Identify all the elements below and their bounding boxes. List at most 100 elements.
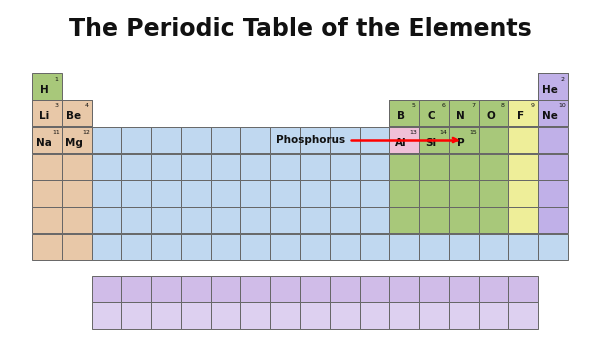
Bar: [330, 127, 359, 153]
Bar: [479, 181, 508, 207]
Bar: [241, 181, 270, 207]
Bar: [538, 234, 568, 260]
Bar: [62, 127, 92, 153]
Bar: [62, 181, 92, 207]
Bar: [359, 302, 389, 329]
Bar: [419, 276, 449, 302]
Bar: [92, 181, 121, 207]
Text: 10: 10: [559, 103, 566, 108]
Bar: [449, 302, 479, 329]
Bar: [449, 276, 479, 302]
Text: 12: 12: [82, 130, 90, 135]
Bar: [330, 181, 359, 207]
Bar: [300, 127, 330, 153]
Bar: [330, 154, 359, 180]
Bar: [62, 100, 92, 126]
Bar: [151, 207, 181, 234]
Bar: [62, 207, 92, 234]
Bar: [419, 100, 449, 126]
Bar: [508, 302, 538, 329]
Bar: [449, 100, 479, 126]
Bar: [121, 154, 151, 180]
Bar: [32, 73, 62, 100]
Bar: [92, 207, 121, 234]
Text: Si: Si: [425, 138, 436, 148]
Bar: [359, 154, 389, 180]
Bar: [241, 127, 270, 153]
Bar: [300, 276, 330, 302]
Bar: [211, 154, 241, 180]
Bar: [92, 276, 121, 302]
Bar: [300, 154, 330, 180]
Bar: [211, 181, 241, 207]
Bar: [151, 276, 181, 302]
Bar: [479, 276, 508, 302]
Text: C: C: [427, 111, 435, 121]
Text: B: B: [397, 111, 405, 121]
Bar: [389, 100, 419, 126]
Bar: [181, 302, 211, 329]
Bar: [479, 234, 508, 260]
Bar: [538, 127, 568, 153]
Text: O: O: [486, 111, 495, 121]
Bar: [181, 276, 211, 302]
Bar: [330, 207, 359, 234]
Text: 6: 6: [442, 103, 445, 108]
Bar: [479, 207, 508, 234]
Bar: [241, 276, 270, 302]
Bar: [92, 302, 121, 329]
Text: Al: Al: [395, 138, 407, 148]
Bar: [121, 207, 151, 234]
Bar: [359, 234, 389, 260]
Bar: [62, 100, 92, 126]
Text: 8: 8: [501, 103, 505, 108]
Bar: [270, 154, 300, 180]
Text: 3: 3: [55, 103, 59, 108]
Bar: [359, 127, 389, 153]
Bar: [211, 207, 241, 234]
Bar: [300, 207, 330, 234]
Text: Ne: Ne: [542, 111, 558, 121]
Bar: [32, 100, 62, 126]
Text: 9: 9: [530, 103, 535, 108]
Bar: [419, 100, 449, 126]
Bar: [121, 127, 151, 153]
Bar: [32, 100, 62, 126]
Text: Li: Li: [39, 111, 49, 121]
Bar: [330, 302, 359, 329]
Bar: [62, 127, 92, 153]
Bar: [151, 181, 181, 207]
Text: 11: 11: [53, 130, 61, 135]
Bar: [419, 302, 449, 329]
Bar: [389, 127, 419, 153]
Bar: [270, 127, 300, 153]
Bar: [32, 181, 62, 207]
Bar: [32, 127, 62, 153]
Bar: [300, 234, 330, 260]
Bar: [538, 100, 568, 126]
Bar: [241, 207, 270, 234]
Bar: [449, 234, 479, 260]
Bar: [241, 154, 270, 180]
Bar: [211, 127, 241, 153]
Bar: [92, 234, 121, 260]
Text: Be: Be: [66, 111, 82, 121]
Bar: [121, 302, 151, 329]
Text: F: F: [517, 111, 524, 121]
Bar: [121, 276, 151, 302]
Text: P: P: [457, 138, 464, 148]
Bar: [389, 100, 419, 126]
Bar: [538, 181, 568, 207]
Bar: [538, 154, 568, 180]
Text: 4: 4: [85, 103, 88, 108]
Text: Phosphorus: Phosphorus: [276, 135, 457, 145]
Bar: [508, 207, 538, 234]
Bar: [449, 127, 479, 153]
Bar: [538, 73, 568, 100]
Bar: [121, 181, 151, 207]
Bar: [241, 302, 270, 329]
Bar: [92, 154, 121, 180]
Bar: [389, 234, 419, 260]
Bar: [508, 276, 538, 302]
Bar: [270, 234, 300, 260]
